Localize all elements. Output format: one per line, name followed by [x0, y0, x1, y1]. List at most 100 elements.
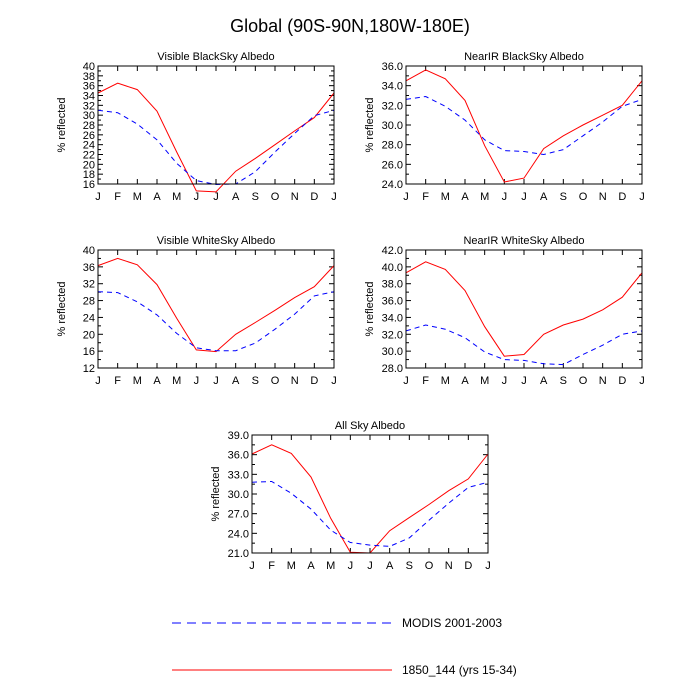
- x-tick-label: A: [153, 375, 161, 387]
- panel-title: All Sky Albedo: [335, 420, 405, 432]
- y-tick-label: 36: [83, 81, 95, 93]
- y-tick-label: 36.0: [382, 61, 403, 73]
- panel-title: NearIR BlackSky Albedo: [464, 51, 584, 63]
- x-tick-label: M: [441, 191, 450, 203]
- plot-frame: [97, 65, 335, 185]
- x-tick-label: N: [599, 375, 607, 387]
- x-tick-label: A: [232, 191, 240, 203]
- x-tick-label: M: [287, 560, 296, 572]
- x-tick-label: S: [560, 375, 567, 387]
- x-tick-label: J: [521, 375, 527, 387]
- y-tick-label: 38.0: [382, 279, 403, 291]
- y-tick-label: 21.0: [228, 548, 249, 560]
- panel-title: Visible BlackSky Albedo: [157, 51, 274, 63]
- x-tick-label: J: [639, 191, 645, 203]
- y-tick-label: 33.0: [228, 469, 249, 481]
- y-tick-label: 27.0: [228, 509, 249, 521]
- x-tick-label: A: [307, 560, 315, 572]
- y-tick-label: 24: [83, 140, 95, 152]
- series-line-modis: [405, 324, 643, 366]
- y-axis-label: % reflected: [364, 281, 376, 336]
- x-tick-label: M: [172, 191, 181, 203]
- y-tick-label: 30.0: [228, 489, 249, 501]
- x-tick-label: J: [95, 375, 101, 387]
- x-tick-label: M: [133, 375, 142, 387]
- y-tick-label: 32: [83, 279, 95, 291]
- x-tick-label: O: [271, 191, 280, 203]
- x-tick-label: D: [310, 375, 318, 387]
- x-tick-label: J: [403, 191, 409, 203]
- y-tick-label: 16: [83, 179, 95, 191]
- y-tick-label: 28.0: [382, 363, 403, 375]
- y-tick-label: 30: [83, 110, 95, 122]
- panel-1: NearIR BlackSky Albedo % reflected 24.0 26.…: [364, 51, 645, 203]
- y-tick-label: 18: [83, 169, 95, 181]
- y-tick-label: 30.0: [382, 120, 403, 132]
- panel-title: NearIR WhiteSky Albedo: [463, 235, 584, 247]
- x-tick-label: J: [194, 375, 200, 387]
- y-tick-label: 12: [83, 363, 95, 375]
- x-tick-label: J: [348, 560, 354, 572]
- x-tick-label: A: [232, 375, 240, 387]
- series-line-modis: [97, 291, 335, 352]
- panel-2: Visible WhiteSky Albedo % reflected 12 16 20…: [56, 235, 337, 387]
- figure-title: Global (90S-90N,180W-180E): [230, 16, 470, 36]
- x-tick-label: F: [268, 560, 275, 572]
- x-tick-label: F: [114, 375, 121, 387]
- plot-frame: [405, 249, 643, 369]
- x-tick-label: N: [599, 191, 607, 203]
- x-tick-label: A: [540, 191, 548, 203]
- x-tick-label: A: [386, 560, 394, 572]
- panel-4: All Sky Albedo % reflected 21.0 24.0 27.0 30.…: [210, 420, 491, 572]
- y-tick-label: 40: [83, 245, 95, 257]
- x-tick-label: J: [502, 191, 508, 203]
- x-tick-label: O: [425, 560, 434, 572]
- y-tick-label: 24.0: [228, 528, 249, 540]
- y-axis-label: % reflected: [56, 281, 68, 336]
- x-tick-label: O: [271, 375, 280, 387]
- x-tick-label: M: [326, 560, 335, 572]
- panels: Visible BlackSky Albedo% reflected161820…: [56, 51, 645, 572]
- y-tick-label: 26.0: [382, 159, 403, 171]
- y-tick-label: 40.0: [382, 262, 403, 274]
- x-tick-label: J: [502, 375, 508, 387]
- y-tick-label: 28.0: [382, 140, 403, 152]
- x-tick-label: D: [310, 191, 318, 203]
- y-tick-label: 26: [83, 130, 95, 142]
- y-axis-label: % reflected: [210, 466, 222, 521]
- x-tick-label: A: [540, 375, 548, 387]
- x-tick-label: O: [579, 375, 588, 387]
- x-tick-label: S: [560, 191, 567, 203]
- y-tick-label: 38: [83, 71, 95, 83]
- x-tick-label: J: [521, 191, 527, 203]
- x-tick-label: N: [291, 191, 299, 203]
- series-line-model: [405, 69, 643, 183]
- plot-frame: [97, 249, 335, 369]
- x-tick-label: J: [95, 191, 101, 203]
- y-tick-label: 34: [83, 91, 95, 103]
- x-tick-label: S: [252, 191, 259, 203]
- x-tick-label: J: [213, 375, 219, 387]
- y-tick-label: 32: [83, 100, 95, 112]
- y-tick-label: 36.0: [228, 450, 249, 462]
- y-axis-label: % reflected: [364, 97, 376, 152]
- x-tick-label: O: [579, 191, 588, 203]
- y-tick-label: 24: [83, 312, 95, 324]
- y-tick-label: 20: [83, 329, 95, 341]
- series-line-model: [251, 444, 489, 554]
- x-tick-label: J: [249, 560, 255, 572]
- x-tick-label: J: [485, 560, 491, 572]
- y-tick-label: 34.0: [382, 312, 403, 324]
- legend-label-model: 1850_144 (yrs 15-34): [402, 663, 517, 677]
- x-tick-label: A: [461, 375, 469, 387]
- series-line-model: [97, 257, 335, 353]
- series-line-modis: [251, 480, 489, 547]
- series-line-modis: [405, 95, 643, 156]
- y-tick-label: 39.0: [228, 430, 249, 442]
- series-line-modis: [97, 109, 335, 186]
- y-tick-label: 16: [83, 346, 95, 358]
- x-tick-label: J: [403, 375, 409, 387]
- series-line-model: [405, 261, 643, 357]
- y-tick-label: 28: [83, 120, 95, 132]
- x-tick-label: D: [618, 375, 626, 387]
